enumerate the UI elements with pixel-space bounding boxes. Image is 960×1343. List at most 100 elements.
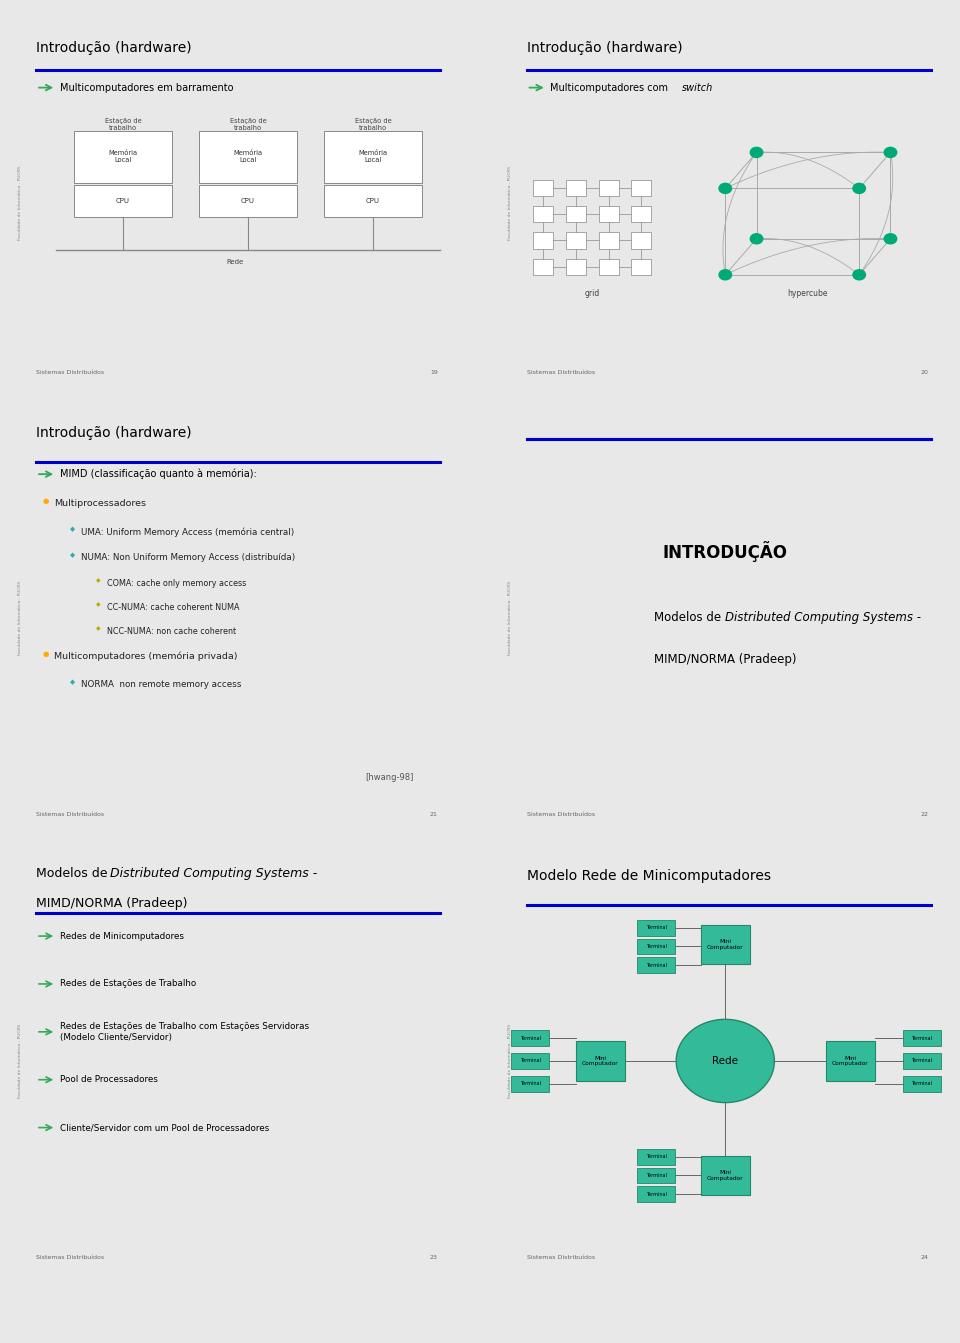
Text: ◆: ◆ — [69, 552, 75, 559]
Text: Terminal: Terminal — [646, 963, 666, 968]
Text: grid: grid — [585, 289, 600, 298]
Text: Faculdade de Informática - PUCRS: Faculdade de Informática - PUCRS — [17, 1023, 21, 1099]
FancyBboxPatch shape — [826, 1041, 875, 1081]
Circle shape — [852, 270, 866, 279]
Text: Estação de
trabalho: Estação de trabalho — [229, 118, 267, 132]
FancyBboxPatch shape — [199, 185, 298, 218]
Text: Distributed Computing Systems -: Distributed Computing Systems - — [109, 868, 317, 881]
Text: 22: 22 — [921, 811, 928, 817]
Text: Memória
Local: Memória Local — [108, 150, 137, 164]
FancyBboxPatch shape — [565, 180, 586, 196]
FancyBboxPatch shape — [902, 1053, 941, 1069]
FancyBboxPatch shape — [565, 232, 586, 248]
Text: Terminal: Terminal — [646, 925, 666, 931]
Text: Modelo Rede de Minicomputadores: Modelo Rede de Minicomputadores — [527, 869, 771, 884]
Text: Terminal: Terminal — [646, 944, 666, 950]
Text: Rede: Rede — [712, 1056, 738, 1066]
Circle shape — [719, 270, 732, 279]
Text: Sistemas Distribuídos: Sistemas Distribuídos — [36, 811, 105, 817]
Text: UMA: Uniform Memory Access (memória central): UMA: Uniform Memory Access (memória cent… — [81, 528, 294, 537]
Text: Terminal: Terminal — [519, 1035, 540, 1041]
Text: 23: 23 — [430, 1254, 438, 1260]
Text: Terminal: Terminal — [911, 1035, 932, 1041]
Text: 19: 19 — [430, 369, 438, 375]
Text: Distributed Computing Systems -: Distributed Computing Systems - — [726, 611, 922, 624]
Text: ◆: ◆ — [69, 526, 75, 533]
FancyBboxPatch shape — [74, 130, 172, 183]
Text: Estação de
trabalho: Estação de trabalho — [355, 118, 392, 132]
FancyBboxPatch shape — [631, 205, 651, 222]
FancyBboxPatch shape — [74, 185, 172, 218]
Text: Mini
Computador: Mini Computador — [707, 939, 744, 950]
FancyBboxPatch shape — [637, 1148, 675, 1164]
Text: NCC-NUMA: non cache coherent: NCC-NUMA: non cache coherent — [108, 627, 236, 637]
Text: ◆: ◆ — [96, 627, 101, 631]
FancyBboxPatch shape — [324, 130, 422, 183]
Text: Terminal: Terminal — [911, 1058, 932, 1064]
Text: Redes de Estações de Trabalho com Estações Servidoras
(Modelo Cliente/Servidor): Redes de Estações de Trabalho com Estaçõ… — [60, 1022, 309, 1042]
Text: Terminal: Terminal — [519, 1058, 540, 1064]
FancyBboxPatch shape — [512, 1076, 549, 1092]
FancyBboxPatch shape — [565, 259, 586, 275]
Text: Mini
Computador: Mini Computador — [832, 1056, 869, 1066]
Ellipse shape — [676, 1019, 775, 1103]
FancyBboxPatch shape — [637, 920, 675, 936]
FancyBboxPatch shape — [631, 259, 651, 275]
Text: MIMD/NORMA (Pradeep): MIMD/NORMA (Pradeep) — [654, 653, 797, 666]
Text: Introdução (hardware): Introdução (hardware) — [36, 40, 192, 55]
Text: Sistemas Distribuídos: Sistemas Distribuídos — [527, 369, 595, 375]
Text: ◆: ◆ — [96, 579, 101, 583]
Text: Faculdade de Informática - PUCRS: Faculdade de Informática - PUCRS — [17, 165, 21, 240]
Text: Sistemas Distribuídos: Sistemas Distribuídos — [36, 1254, 105, 1260]
FancyBboxPatch shape — [512, 1030, 549, 1046]
Text: MIMD/NORMA (Pradeep): MIMD/NORMA (Pradeep) — [36, 897, 187, 909]
Text: Modelos de: Modelos de — [655, 611, 726, 624]
Text: Faculdade de Informática - PUCRS: Faculdade de Informática - PUCRS — [508, 580, 512, 655]
Text: Multiprocessadores: Multiprocessadores — [54, 500, 146, 508]
Text: Memória
Local: Memória Local — [233, 150, 263, 164]
Circle shape — [751, 148, 763, 157]
FancyBboxPatch shape — [534, 180, 553, 196]
Text: Memória
Local: Memória Local — [358, 150, 388, 164]
Circle shape — [884, 148, 897, 157]
FancyBboxPatch shape — [637, 1167, 675, 1183]
FancyBboxPatch shape — [576, 1041, 625, 1081]
FancyBboxPatch shape — [902, 1030, 941, 1046]
FancyBboxPatch shape — [565, 205, 586, 222]
FancyBboxPatch shape — [598, 180, 618, 196]
FancyBboxPatch shape — [902, 1076, 941, 1092]
Text: Terminal: Terminal — [646, 1154, 666, 1159]
Text: Sistemas Distribuídos: Sistemas Distribuídos — [527, 1254, 595, 1260]
Text: Terminal: Terminal — [646, 1172, 666, 1178]
FancyBboxPatch shape — [598, 205, 618, 222]
Text: 24: 24 — [921, 1254, 928, 1260]
Text: NORMA  non remote memory access: NORMA non remote memory access — [81, 680, 241, 689]
Text: ◆: ◆ — [96, 603, 101, 607]
Circle shape — [751, 234, 763, 244]
Text: Terminal: Terminal — [646, 1191, 666, 1197]
Text: Sistemas Distribuídos: Sistemas Distribuídos — [527, 811, 595, 817]
Text: Introdução (hardware): Introdução (hardware) — [36, 426, 192, 441]
Circle shape — [719, 184, 732, 193]
FancyBboxPatch shape — [199, 130, 298, 183]
Text: COMA: cache only memory access: COMA: cache only memory access — [108, 579, 247, 588]
Text: CPU: CPU — [366, 197, 380, 204]
Text: CC-NUMA: cache coherent NUMA: CC-NUMA: cache coherent NUMA — [108, 603, 240, 612]
FancyBboxPatch shape — [598, 259, 618, 275]
FancyBboxPatch shape — [631, 180, 651, 196]
Text: Introdução (hardware): Introdução (hardware) — [527, 40, 683, 55]
Text: Modelos de: Modelos de — [36, 868, 111, 881]
Text: Multicomputadores em barramento: Multicomputadores em barramento — [60, 83, 233, 93]
Text: Rede: Rede — [227, 259, 243, 265]
FancyBboxPatch shape — [324, 185, 422, 218]
Text: 21: 21 — [430, 811, 438, 817]
Text: 20: 20 — [921, 369, 928, 375]
Text: CPU: CPU — [241, 197, 255, 204]
Text: CPU: CPU — [116, 197, 131, 204]
Circle shape — [852, 184, 866, 193]
FancyBboxPatch shape — [637, 939, 675, 955]
Text: Terminal: Terminal — [911, 1081, 932, 1086]
Text: Multicomputadores com: Multicomputadores com — [550, 83, 671, 93]
FancyBboxPatch shape — [534, 259, 553, 275]
FancyBboxPatch shape — [631, 232, 651, 248]
